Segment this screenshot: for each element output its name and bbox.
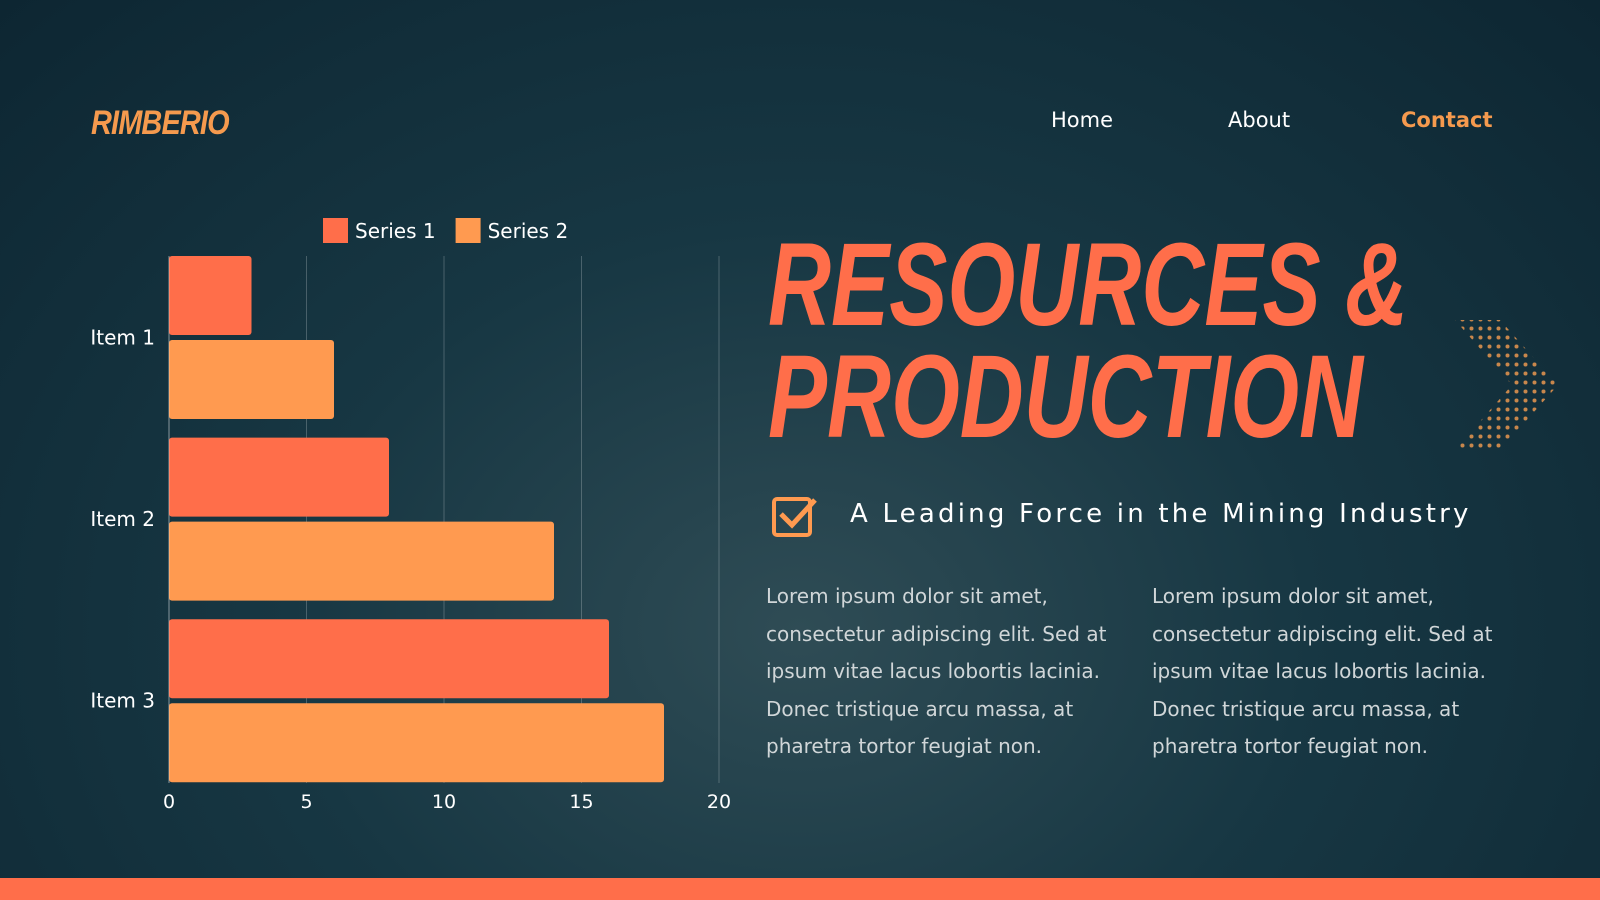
x-tick-label: 20 bbox=[707, 791, 731, 813]
legend-swatch bbox=[323, 218, 348, 243]
nav-link[interactable]: Home bbox=[1051, 108, 1114, 132]
bar bbox=[169, 340, 334, 419]
hero-title: RESOURCES & bbox=[768, 219, 1408, 351]
check-icon bbox=[772, 497, 817, 537]
x-tick-label: 15 bbox=[569, 791, 593, 813]
paragraph: Lorem ipsum dolor sit amet, consectetur … bbox=[1152, 584, 1493, 758]
nav-link[interactable]: Contact bbox=[1401, 108, 1493, 132]
nav-link[interactable]: About bbox=[1228, 108, 1291, 132]
bar bbox=[169, 619, 609, 699]
footer-bar bbox=[0, 878, 1600, 900]
x-tick-label: 0 bbox=[163, 791, 175, 813]
paragraph: Lorem ipsum dolor sit amet, consectetur … bbox=[766, 584, 1107, 758]
legend-swatch bbox=[455, 218, 481, 243]
x-tick-label: 10 bbox=[432, 791, 456, 813]
y-tick-label: Item 2 bbox=[90, 507, 155, 531]
hero-title: PRODUCTION bbox=[768, 331, 1365, 463]
hero-subtitle: A Leading Force in the Mining Industry bbox=[850, 499, 1472, 529]
y-tick-label: Item 3 bbox=[90, 689, 155, 713]
bar bbox=[169, 256, 252, 335]
bar bbox=[169, 703, 664, 783]
decoration bbox=[1455, 320, 1558, 450]
legend-label: Series 2 bbox=[488, 219, 569, 243]
bar bbox=[169, 437, 389, 517]
logo[interactable]: RIMBERIO bbox=[91, 104, 230, 142]
bar bbox=[169, 521, 554, 601]
y-tick-label: Item 1 bbox=[90, 326, 155, 350]
x-tick-label: 5 bbox=[300, 791, 312, 813]
legend-label: Series 1 bbox=[355, 219, 436, 243]
